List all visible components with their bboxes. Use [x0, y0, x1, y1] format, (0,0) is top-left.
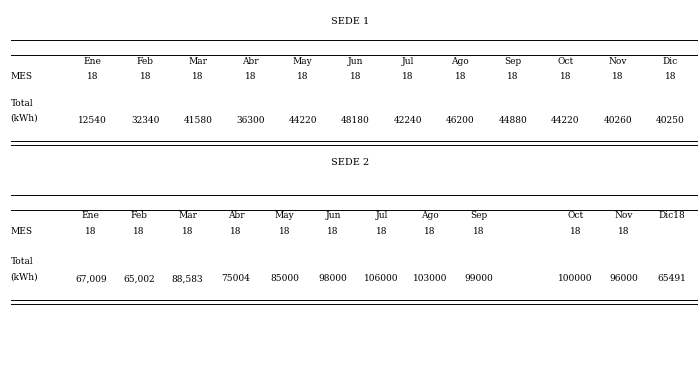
Text: 42240: 42240: [393, 116, 422, 125]
Text: Dic18: Dic18: [659, 211, 685, 220]
Text: 44880: 44880: [498, 116, 527, 125]
Text: (kWh): (kWh): [10, 272, 38, 282]
Text: 103000: 103000: [413, 274, 447, 283]
Text: 32340: 32340: [131, 116, 160, 125]
Text: Jun: Jun: [326, 211, 341, 220]
Text: 18: 18: [297, 72, 309, 81]
Text: 98000: 98000: [318, 274, 347, 283]
Text: 75004: 75004: [222, 274, 251, 283]
Text: Ago: Ago: [421, 211, 439, 220]
Text: 18: 18: [279, 227, 290, 236]
Text: 18: 18: [376, 227, 387, 236]
Text: SEDE 1: SEDE 1: [331, 16, 369, 26]
Text: 67,009: 67,009: [75, 274, 106, 283]
Text: 18: 18: [473, 227, 484, 236]
Text: Nov: Nov: [608, 57, 627, 66]
Text: 18: 18: [618, 227, 629, 236]
Text: Ene: Ene: [82, 211, 99, 220]
Text: MES: MES: [10, 72, 32, 81]
Text: Ago: Ago: [452, 57, 469, 66]
Text: 18: 18: [424, 227, 435, 236]
Text: Mar: Mar: [178, 211, 197, 220]
Text: 88,583: 88,583: [172, 274, 204, 283]
Text: 96000: 96000: [610, 274, 638, 283]
Text: 46200: 46200: [446, 116, 475, 125]
Text: 18: 18: [570, 227, 581, 236]
Text: 18: 18: [230, 227, 242, 236]
Text: 18: 18: [85, 227, 97, 236]
Text: 18: 18: [402, 72, 414, 81]
Text: 65,002: 65,002: [123, 274, 155, 283]
Text: 41580: 41580: [183, 116, 212, 125]
Text: May: May: [293, 57, 313, 66]
Text: Sep: Sep: [504, 57, 522, 66]
Text: MES: MES: [10, 227, 32, 236]
Text: Feb: Feb: [136, 57, 154, 66]
Text: 40260: 40260: [603, 116, 632, 125]
Text: 18: 18: [507, 72, 519, 81]
Text: Jul: Jul: [402, 57, 414, 66]
Text: Nov: Nov: [615, 211, 633, 220]
Text: Oct: Oct: [557, 57, 573, 66]
Text: 18: 18: [87, 72, 99, 81]
Text: Abr: Abr: [228, 211, 244, 220]
Text: 18: 18: [192, 72, 204, 81]
Text: 18: 18: [328, 227, 339, 236]
Text: Abr: Abr: [242, 57, 258, 66]
Text: 44220: 44220: [551, 116, 580, 125]
Text: 100000: 100000: [558, 274, 593, 283]
Text: 12540: 12540: [78, 116, 107, 125]
Text: Total: Total: [10, 99, 33, 108]
Text: Dic: Dic: [663, 57, 678, 66]
Text: 18: 18: [182, 227, 193, 236]
Text: 99000: 99000: [464, 274, 493, 283]
Text: May: May: [274, 211, 295, 220]
Text: 40250: 40250: [656, 116, 685, 125]
Text: 18: 18: [454, 72, 466, 81]
Text: 18: 18: [559, 72, 571, 81]
Text: 18: 18: [244, 72, 256, 81]
Text: 18: 18: [664, 72, 676, 81]
Text: 85000: 85000: [270, 274, 299, 283]
Text: Feb: Feb: [131, 211, 148, 220]
Text: 18: 18: [349, 72, 361, 81]
Text: Mar: Mar: [188, 57, 207, 66]
Text: 106000: 106000: [364, 274, 399, 283]
Text: Jun: Jun: [347, 57, 363, 66]
Text: 65491: 65491: [658, 274, 687, 283]
Text: Oct: Oct: [567, 211, 584, 220]
Text: Ene: Ene: [84, 57, 102, 66]
Text: SEDE 2: SEDE 2: [331, 158, 369, 167]
Text: 36300: 36300: [236, 116, 265, 125]
Text: Sep: Sep: [470, 211, 487, 220]
Text: (kWh): (kWh): [10, 114, 38, 123]
Text: Total: Total: [10, 257, 33, 266]
Text: 48180: 48180: [341, 116, 370, 125]
Text: 18: 18: [134, 227, 145, 236]
Text: Jul: Jul: [375, 211, 388, 220]
Text: 18: 18: [139, 72, 151, 81]
Text: 44220: 44220: [288, 116, 317, 125]
Text: 18: 18: [612, 72, 624, 81]
